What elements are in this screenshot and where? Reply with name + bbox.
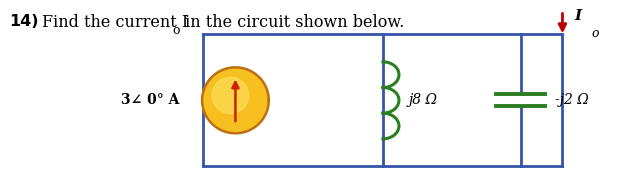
Text: 3∠ 0° A: 3∠ 0° A xyxy=(121,93,180,107)
Text: j8 Ω: j8 Ω xyxy=(408,93,437,107)
Text: o: o xyxy=(172,24,180,37)
Text: I: I xyxy=(574,9,581,23)
Polygon shape xyxy=(202,67,269,133)
Text: o: o xyxy=(592,27,600,40)
Text: in the circuit shown below.: in the circuit shown below. xyxy=(180,14,404,31)
Text: Find the current I: Find the current I xyxy=(43,14,189,31)
Text: 14): 14) xyxy=(9,14,39,29)
Polygon shape xyxy=(212,77,249,113)
Text: -j2 Ω: -j2 Ω xyxy=(554,93,589,107)
